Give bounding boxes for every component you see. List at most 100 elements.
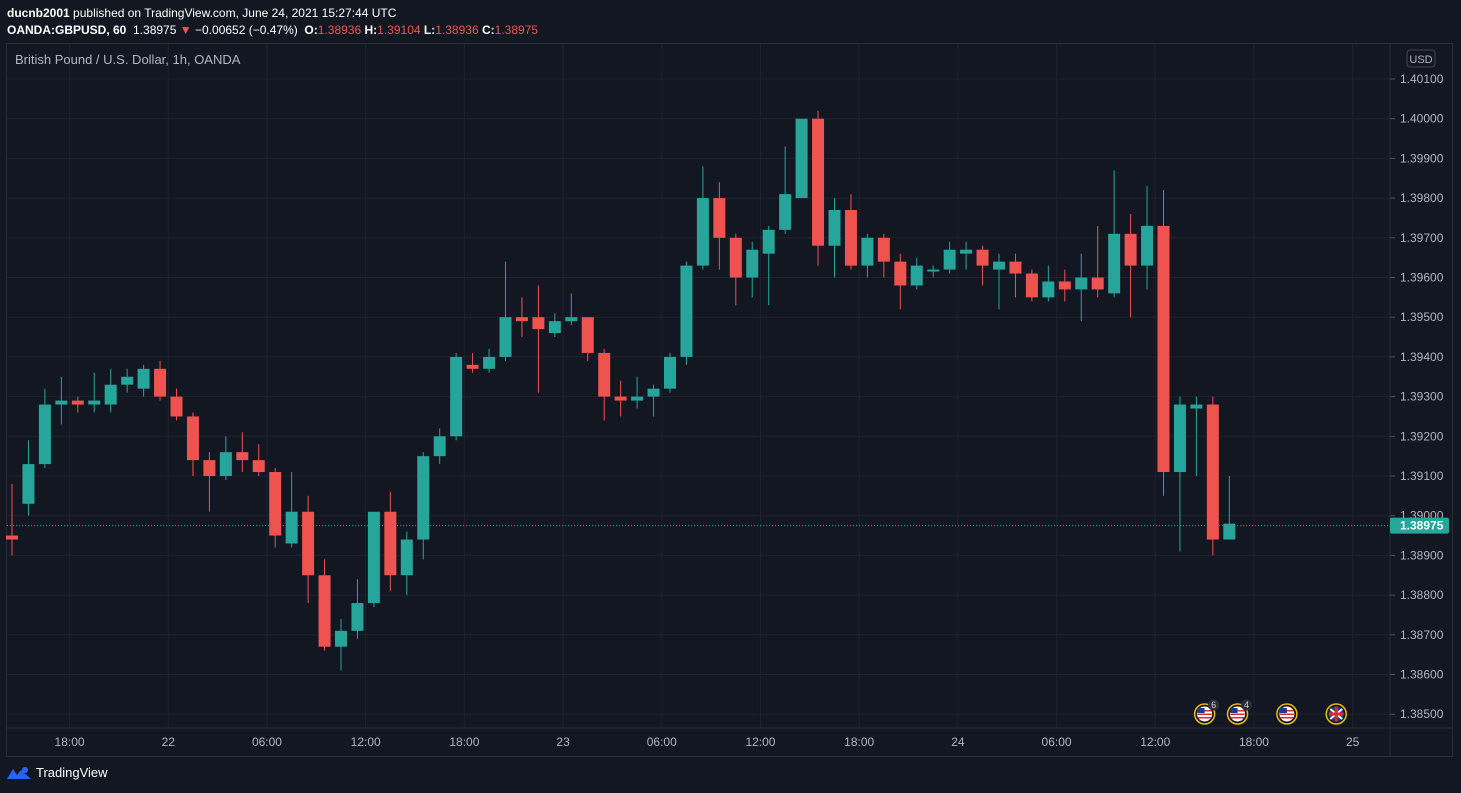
candle[interactable]	[927, 265, 940, 278]
candle[interactable]	[335, 618, 347, 671]
candle[interactable]	[548, 313, 561, 338]
candle[interactable]	[384, 491, 397, 592]
candle[interactable]	[861, 233, 874, 278]
candle[interactable]	[1025, 269, 1038, 302]
x-tick-label: 18:00	[844, 735, 874, 749]
publisher-name[interactable]: ducnb2001	[7, 6, 70, 20]
candle[interactable]	[219, 436, 232, 480]
candle[interactable]	[565, 293, 578, 326]
candle[interactable]	[877, 233, 890, 278]
candle[interactable]	[154, 360, 167, 401]
candle-body	[22, 464, 35, 504]
candle[interactable]	[137, 364, 150, 397]
us-flag-event-icon[interactable]: 4	[1226, 699, 1253, 725]
candle[interactable]	[844, 194, 857, 270]
candle[interactable]	[269, 468, 282, 548]
candle[interactable]	[894, 253, 907, 310]
candle[interactable]	[1009, 253, 1022, 298]
candle[interactable]	[1042, 265, 1055, 302]
candle[interactable]	[285, 472, 298, 548]
flag-canton	[1197, 708, 1205, 713]
candle[interactable]	[302, 495, 315, 604]
event-count: 4	[1244, 700, 1249, 710]
candle[interactable]	[729, 233, 742, 306]
currency-badge[interactable]	[1406, 49, 1436, 68]
candle[interactable]	[647, 384, 660, 417]
flag-stripe	[1197, 713, 1212, 715]
candle[interactable]	[203, 452, 216, 512]
candle[interactable]	[433, 428, 446, 465]
uk-flag-event-icon[interactable]	[1325, 703, 1347, 725]
candle[interactable]	[598, 348, 611, 421]
candle[interactable]	[1173, 396, 1186, 552]
candle-body	[104, 384, 117, 405]
candle[interactable]	[466, 352, 479, 373]
candle[interactable]	[417, 452, 430, 560]
candle[interactable]	[367, 511, 380, 608]
high-value: 1.39104	[377, 23, 421, 37]
candle[interactable]	[55, 376, 68, 425]
candle[interactable]	[976, 245, 989, 286]
candle[interactable]	[450, 352, 463, 441]
candle[interactable]	[170, 388, 183, 421]
candle[interactable]	[318, 559, 331, 651]
candle[interactable]	[1124, 213, 1137, 318]
candle[interactable]	[779, 146, 792, 234]
candle[interactable]	[236, 432, 249, 473]
candle[interactable]	[121, 368, 134, 393]
candle[interactable]	[532, 285, 545, 393]
candle[interactable]	[812, 110, 825, 266]
candle[interactable]	[828, 198, 841, 278]
tradingview-brand[interactable]: TradingView	[36, 765, 108, 780]
last-price-badge	[1390, 517, 1449, 534]
candle[interactable]	[910, 257, 923, 290]
us-flag-event-icon[interactable]	[1276, 703, 1298, 725]
candle-body	[548, 321, 561, 334]
candle[interactable]	[38, 388, 51, 469]
candle[interactable]	[1075, 253, 1088, 322]
chart-header: ducnb2001 published on TradingView.com, …	[7, 5, 538, 39]
candle[interactable]	[252, 444, 265, 476]
candle[interactable]	[993, 253, 1005, 310]
candle[interactable]	[1108, 170, 1121, 298]
candle[interactable]	[581, 317, 594, 361]
event-count: 6	[1211, 700, 1216, 710]
candle[interactable]	[713, 182, 726, 270]
candle[interactable]	[1190, 396, 1203, 476]
candle[interactable]	[351, 579, 364, 639]
candle[interactable]	[71, 396, 84, 413]
candle[interactable]	[631, 376, 644, 409]
x-tick-label: 12:00	[745, 735, 775, 749]
candle[interactable]	[186, 412, 199, 476]
candle[interactable]	[960, 241, 973, 270]
candle[interactable]	[22, 440, 35, 516]
candle[interactable]	[6, 483, 18, 556]
candle[interactable]	[1157, 190, 1170, 496]
x-tick-label: 24	[951, 735, 965, 749]
candle[interactable]	[614, 380, 627, 417]
candle[interactable]	[1058, 269, 1071, 302]
candle[interactable]	[1223, 476, 1236, 540]
y-tick-label: 1.39300	[1400, 390, 1444, 404]
candle[interactable]	[680, 261, 693, 365]
candle[interactable]	[1206, 396, 1219, 556]
tradingview-logo-icon	[7, 766, 31, 779]
x-tick-label: 18:00	[55, 735, 85, 749]
candle[interactable]	[795, 118, 808, 199]
candle[interactable]	[400, 531, 413, 596]
candle[interactable]	[483, 348, 496, 373]
candlestick-chart[interactable]: 1.40100 1.40000 1.39900 1.39800 1.39700 1.396…	[0, 0, 1461, 765]
candle[interactable]	[943, 241, 956, 274]
candle[interactable]	[88, 372, 101, 413]
x-tick-label: 06:00	[252, 735, 282, 749]
candle[interactable]	[499, 261, 512, 361]
candle[interactable]	[1091, 225, 1104, 298]
candle[interactable]	[104, 368, 117, 413]
candle[interactable]	[696, 166, 709, 270]
candle[interactable]	[746, 241, 759, 298]
candle[interactable]	[664, 352, 676, 393]
candle[interactable]	[762, 225, 775, 306]
candle[interactable]	[1141, 186, 1154, 290]
us-flag-event-icon[interactable]: 6	[1193, 699, 1220, 725]
candle[interactable]	[515, 297, 528, 338]
